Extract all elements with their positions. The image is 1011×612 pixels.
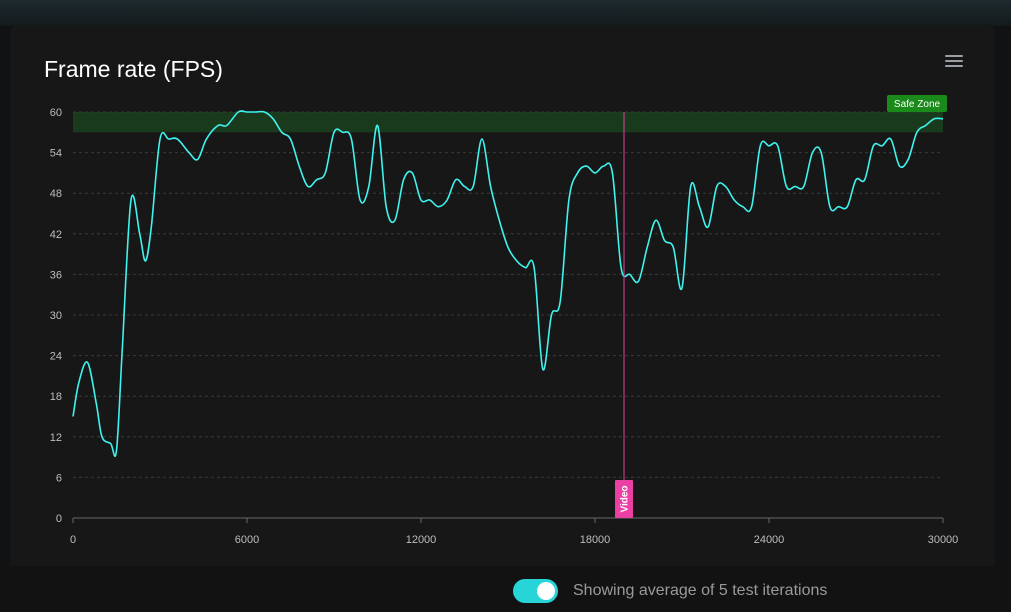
video-marker-label: Video [620, 485, 631, 512]
x-tick-label: 6000 [235, 534, 259, 546]
y-tick-label: 42 [50, 229, 62, 241]
toggle-knob [537, 582, 555, 600]
y-tick-label: 18 [50, 391, 62, 403]
x-tick-label: 30000 [928, 534, 959, 546]
video-marker-badge [615, 480, 633, 518]
y-tick-label: 60 [50, 107, 62, 119]
safe-zone-label: Safe Zone [894, 99, 941, 110]
safe-zone-badge [887, 95, 947, 112]
y-tick-label: 30 [50, 310, 62, 322]
average-toggle[interactable] [513, 579, 558, 603]
fps-series-line [72, 110, 944, 458]
chart-title: Frame rate (FPS) [44, 56, 223, 82]
y-tick-label: 0 [56, 513, 62, 525]
toggle-label: Showing average of 5 test iterations [573, 582, 828, 599]
hamburger-menu-icon[interactable] [945, 55, 963, 69]
y-tick-label: 54 [50, 148, 62, 160]
x-tick-label: 18000 [580, 534, 611, 546]
y-tick-label: 48 [50, 188, 62, 200]
x-tick-label: 12000 [406, 534, 437, 546]
footer-bar [0, 566, 1011, 612]
y-tick-label: 24 [50, 351, 62, 363]
y-tick-label: 36 [50, 269, 62, 281]
y-tick-label: 12 [50, 432, 62, 444]
safe-zone-band [73, 112, 943, 133]
y-tick-label: 6 [56, 472, 62, 484]
x-tick-label: 24000 [754, 534, 785, 546]
x-tick-label: 0 [70, 534, 76, 546]
